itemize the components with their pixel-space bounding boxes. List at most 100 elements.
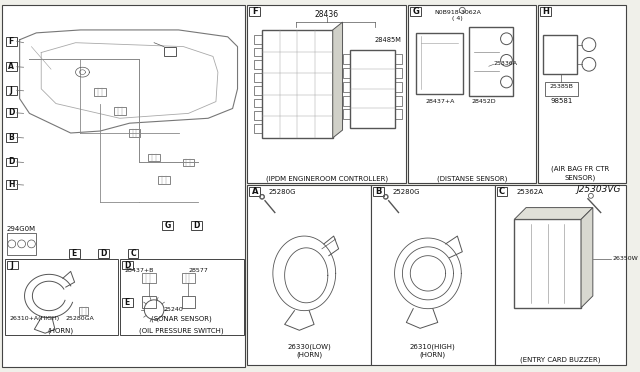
Bar [540,7,550,16]
Bar [371,185,495,365]
Bar [254,48,262,57]
Text: C: C [130,249,136,258]
Bar [6,62,17,71]
Bar [164,46,176,57]
Bar [5,259,118,335]
Text: 26350W: 26350W [612,256,638,261]
Text: 294G0M: 294G0M [7,226,36,232]
Text: F: F [252,7,257,16]
Bar [247,6,406,183]
Bar [262,30,333,138]
Bar [182,273,195,283]
Bar [7,233,36,255]
Bar [120,259,244,335]
Bar [142,273,156,283]
Bar [395,82,403,92]
Text: 28437+B: 28437+B [125,269,154,273]
Bar [158,176,170,184]
Text: E: E [72,249,77,258]
Text: H: H [542,7,548,16]
Bar [79,307,88,315]
Text: 25336A: 25336A [493,61,518,66]
Text: 26310(HIGH): 26310(HIGH) [410,343,456,350]
Polygon shape [515,208,593,219]
Text: (OIL PRESSURE SWITCH): (OIL PRESSURE SWITCH) [140,327,224,334]
Bar [254,73,262,82]
Text: D: D [100,249,107,258]
Bar [162,221,173,230]
Text: G: G [164,221,170,230]
Text: H: H [8,180,15,189]
Text: J: J [10,86,13,95]
Text: 98581: 98581 [550,98,573,104]
Text: 25240: 25240 [164,307,184,312]
Text: (ENTRY CARD BUZZER): (ENTRY CARD BUZZER) [520,357,601,363]
Bar [395,109,403,119]
Text: D: D [124,260,131,269]
Bar [351,49,395,128]
Bar [129,129,140,137]
Bar [395,68,403,78]
Bar [342,54,351,64]
Bar [2,6,245,366]
Bar [6,133,17,142]
Text: 25385B: 25385B [550,84,573,89]
Bar [342,109,351,119]
Text: D: D [8,108,15,118]
Bar [142,296,156,308]
Text: N0B918-3062A: N0B918-3062A [434,10,481,15]
Bar [497,187,508,196]
Text: 28577: 28577 [188,269,208,273]
Bar [122,261,132,269]
Bar [408,6,536,183]
Text: J: J [11,260,13,269]
Bar [515,219,581,308]
Bar [114,108,125,115]
Bar [182,296,195,308]
Text: B: B [375,187,381,196]
Polygon shape [581,208,593,308]
Text: G: G [412,7,419,16]
Text: SENSOR): SENSOR) [564,174,596,181]
Text: 26330(LOW): 26330(LOW) [287,343,331,350]
Text: 28436: 28436 [315,10,339,19]
Bar [416,33,463,94]
Bar [254,60,262,69]
Bar [254,111,262,120]
Text: 25362A: 25362A [516,189,543,195]
Text: 25280G: 25280G [269,189,296,195]
Bar [545,82,578,96]
Bar [6,109,17,117]
Text: D: D [194,221,200,230]
Text: (AIR BAG FR CTR: (AIR BAG FR CTR [551,166,609,172]
Text: 25280G: 25280G [392,189,420,195]
Bar [250,7,260,16]
Text: (HORN): (HORN) [48,327,74,334]
Bar [250,187,260,196]
Bar [373,187,384,196]
Bar [543,35,577,74]
Bar [127,249,138,258]
Text: 28485M: 28485M [375,37,402,43]
Text: B: B [8,133,14,142]
Bar [191,221,202,230]
Bar [410,7,421,16]
Bar [6,180,17,189]
Bar [98,249,109,258]
Bar [182,158,195,166]
Bar [68,249,79,258]
Bar [6,37,17,46]
Bar [254,86,262,95]
Bar [342,82,351,92]
Bar [395,54,403,64]
Bar [6,157,17,166]
Bar [538,6,626,183]
Text: E: E [125,298,130,307]
Text: A: A [8,62,14,71]
Bar [342,96,351,106]
Bar [342,68,351,78]
Bar [469,27,513,96]
Bar [254,35,262,44]
Bar [6,86,17,95]
Text: C: C [499,187,505,196]
